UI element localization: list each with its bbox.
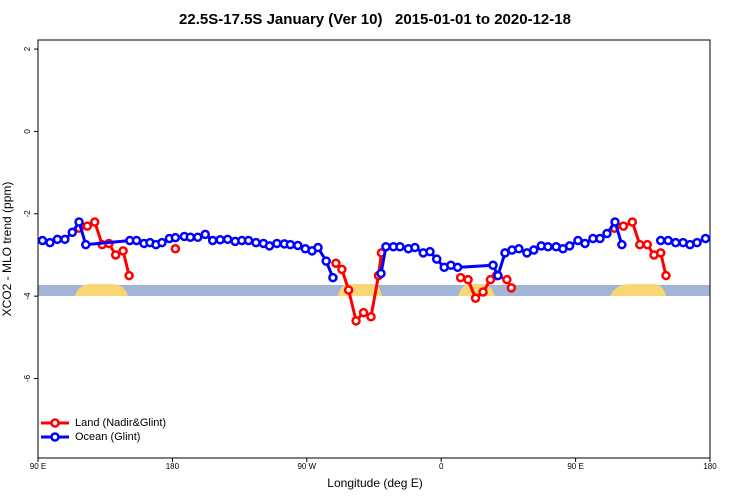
data-point xyxy=(52,234,63,245)
data-point xyxy=(431,254,442,264)
data-point xyxy=(215,234,225,245)
legend-marker-land xyxy=(50,418,60,428)
x-tick-label: 0 xyxy=(439,462,444,471)
data-point xyxy=(351,316,361,326)
land-patch xyxy=(75,284,128,296)
data-point xyxy=(45,237,55,248)
data-point xyxy=(655,235,666,246)
data-point xyxy=(170,244,181,254)
data-point xyxy=(543,241,553,252)
data-point xyxy=(514,244,524,254)
data-point xyxy=(410,242,420,253)
x-tick-label: 90 E xyxy=(567,462,583,471)
data-point xyxy=(321,256,331,266)
data-point xyxy=(157,237,167,248)
data-point xyxy=(617,239,627,250)
data-point xyxy=(602,228,612,239)
data-point xyxy=(564,241,575,251)
y-tick-label: -6 xyxy=(23,374,32,382)
data-point xyxy=(663,235,673,246)
plot-frame xyxy=(37,39,711,459)
data-point xyxy=(82,221,93,231)
data-point xyxy=(170,232,181,243)
data-point xyxy=(89,217,100,227)
data-point xyxy=(655,248,666,258)
data-point xyxy=(285,239,296,250)
data-point xyxy=(455,272,466,283)
data-point xyxy=(110,250,121,260)
data-point xyxy=(337,264,347,275)
data-point xyxy=(131,235,142,246)
y-tick-label: -2 xyxy=(23,210,32,218)
data-point xyxy=(366,311,376,322)
data-point xyxy=(425,246,435,257)
data-point xyxy=(488,260,498,271)
y-axis-label: XCO2 - MLO trend (ppm) xyxy=(0,182,14,317)
data-point xyxy=(81,239,91,250)
data-point xyxy=(610,217,620,227)
data-point xyxy=(293,240,303,251)
x-tick-label: 180 xyxy=(166,462,180,471)
data-point xyxy=(452,262,463,273)
data-point xyxy=(118,246,128,256)
data-point xyxy=(529,245,539,255)
data-point xyxy=(60,234,70,245)
data-point xyxy=(395,241,405,252)
y-tick-label: 0 xyxy=(23,129,32,134)
legend: Land (Nadir&Glint) Ocean (Glint) xyxy=(41,417,166,443)
x-axis-label: Longitude (deg E) xyxy=(327,476,422,490)
data-point xyxy=(251,237,261,248)
data-point xyxy=(627,217,638,227)
data-point xyxy=(376,268,386,279)
data-point xyxy=(618,221,629,231)
data-point xyxy=(331,258,341,268)
land-patch xyxy=(610,284,666,296)
data-point xyxy=(595,233,605,244)
data-point xyxy=(470,293,481,303)
data-point xyxy=(272,238,282,249)
y-tick-label: 2 xyxy=(23,46,32,51)
x-tick-label: 180 xyxy=(703,462,717,471)
data-point xyxy=(485,274,496,285)
data-point xyxy=(506,283,517,293)
data-point xyxy=(463,274,473,285)
legend-marker-ocean xyxy=(50,432,60,442)
data-point xyxy=(642,239,653,250)
data-point xyxy=(661,270,671,281)
x-tick-label: 90 W xyxy=(297,462,316,471)
data-point xyxy=(670,237,681,248)
legend-label: Ocean (Glint) xyxy=(75,431,140,443)
chart-title: 22.5S-17.5S January (Ver 10) 2015-01-01 … xyxy=(179,11,571,28)
data-point xyxy=(381,241,391,252)
data-point xyxy=(222,234,233,245)
data-point xyxy=(185,232,196,243)
data-point xyxy=(243,235,254,246)
data-point xyxy=(502,274,512,285)
data-point xyxy=(193,232,203,243)
legend-label: Land (Nadir&Glint) xyxy=(75,417,166,429)
x-tick-label: 90 E xyxy=(30,462,46,471)
data-point xyxy=(692,237,702,248)
data-point xyxy=(207,235,218,246)
data-point xyxy=(200,229,211,240)
data-point xyxy=(635,239,645,250)
data-point xyxy=(580,238,590,249)
data-point xyxy=(313,242,323,253)
data-point xyxy=(264,241,275,251)
data-point xyxy=(328,272,338,283)
data-point xyxy=(700,233,711,244)
data-point xyxy=(478,287,488,297)
data-point xyxy=(358,307,369,318)
data-point xyxy=(37,235,48,246)
data-point xyxy=(67,227,78,238)
data-point xyxy=(124,270,134,281)
y-tick-label: -4 xyxy=(23,292,32,300)
data-point xyxy=(493,270,503,281)
data-point xyxy=(343,285,354,295)
data-point xyxy=(74,217,84,227)
